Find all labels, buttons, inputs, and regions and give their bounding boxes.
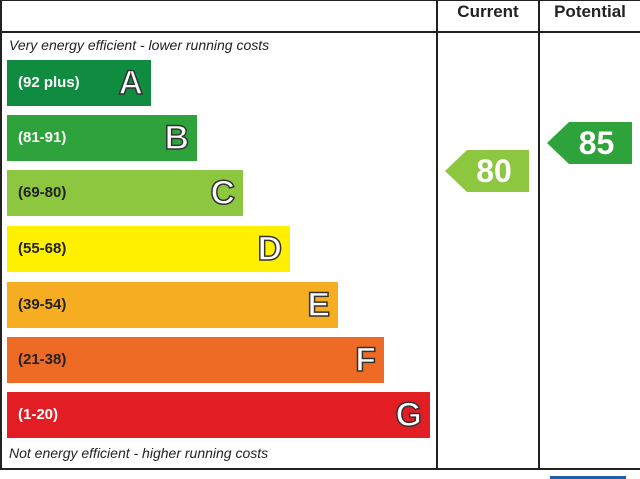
arrow-shape	[547, 122, 632, 164]
band-range: (39-54)	[18, 296, 67, 313]
header-current: Current	[457, 2, 519, 21]
current-rating-value: 80	[476, 153, 512, 189]
band-range: (92 plus)	[18, 74, 80, 91]
rating-band-c: (69-80) C	[7, 170, 243, 216]
potential-rating-arrow: 85	[547, 122, 632, 164]
band-range: (1-20)	[18, 406, 59, 423]
rating-band-e: (39-54) E	[7, 282, 338, 328]
band-letter: C	[210, 173, 236, 213]
footer-tab	[550, 476, 626, 479]
band-letter: D	[257, 229, 283, 269]
bottom-border	[0, 468, 640, 470]
band-range: (55-68)	[18, 240, 67, 257]
rating-band-b: (81-91) B	[7, 115, 197, 161]
potential-rating-value: 85	[578, 125, 615, 161]
top-note: Very energy efficient - lower running co…	[9, 37, 270, 53]
column-divider-current	[436, 0, 438, 470]
rating-band-a: (92 plus) A	[7, 60, 151, 106]
rating-band-d: (55-68) D	[7, 226, 290, 272]
band-letter: E	[307, 285, 331, 325]
band-range: (69-80)	[18, 184, 67, 201]
band-range: (21-38)	[18, 351, 67, 368]
band-letter: A	[118, 63, 144, 103]
header-potential: Potential	[554, 2, 626, 21]
header-divider	[0, 31, 640, 33]
bottom-note: Not energy efficient - higher running co…	[9, 445, 269, 461]
rating-band-f: (21-38) F	[7, 337, 384, 383]
band-letter: F	[354, 340, 376, 380]
rating-band-g: (1-20) G	[7, 392, 430, 438]
left-border	[0, 0, 2, 470]
top-border	[0, 0, 640, 1]
band-letter: B	[164, 118, 190, 158]
column-divider-potential	[538, 0, 540, 470]
arrow-shape	[445, 150, 529, 192]
band-range: (81-91)	[18, 129, 67, 146]
current-rating-arrow: 80	[445, 150, 529, 192]
band-letter: G	[395, 395, 423, 435]
